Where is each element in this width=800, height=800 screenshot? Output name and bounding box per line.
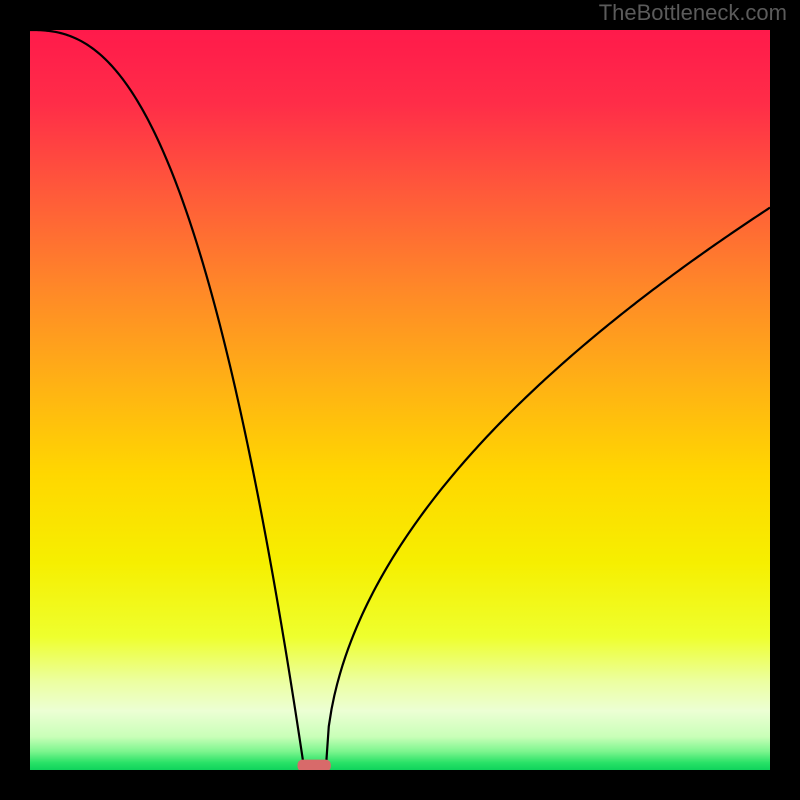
bottleneck-chart: TheBottleneck.com <box>0 0 800 800</box>
watermark-text: TheBottleneck.com <box>599 0 787 25</box>
gradient-background <box>30 30 770 770</box>
optimal-marker <box>298 760 331 772</box>
plot-area <box>30 30 770 771</box>
